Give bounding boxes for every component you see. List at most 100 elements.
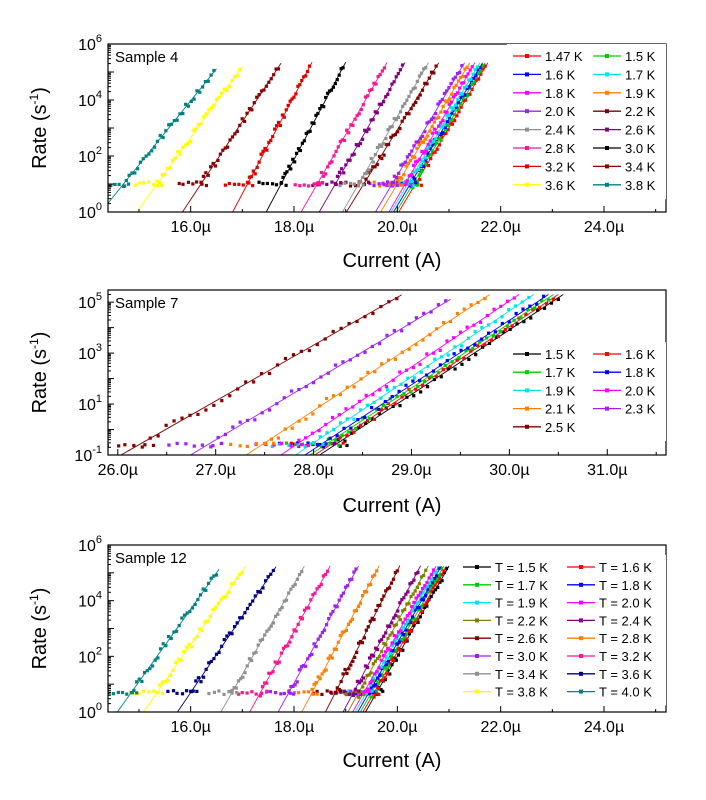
data-point: [428, 333, 432, 337]
legend-label: 2.8 K: [545, 141, 576, 156]
data-point: [430, 582, 435, 587]
data-point: [356, 604, 361, 609]
data-point: [386, 388, 390, 392]
data-point: [200, 629, 204, 633]
data-point: [460, 362, 464, 366]
data-point: [307, 348, 311, 353]
data-point: [404, 592, 408, 596]
data-point: [196, 412, 200, 416]
data-point: [409, 107, 413, 111]
data-point: [361, 137, 365, 141]
legend-label: 1.5 K: [625, 49, 656, 64]
data-point: [443, 125, 447, 129]
data-point: [406, 619, 410, 623]
data-point: [253, 594, 257, 598]
data-point: [140, 679, 144, 684]
data-point: [340, 433, 344, 438]
data-point: [414, 316, 418, 320]
data-point: [396, 653, 401, 657]
series-2-6-k: [311, 62, 406, 212]
data-point: [369, 671, 373, 675]
data-point: [388, 651, 392, 656]
data-point: [342, 138, 347, 142]
data-point: [378, 342, 382, 346]
data-point: [417, 143, 421, 147]
data-point: [263, 633, 267, 637]
data-point: [433, 150, 437, 154]
data-point: [354, 426, 358, 431]
data-point: [417, 600, 421, 604]
data-point: [409, 594, 413, 599]
data-point: [273, 614, 278, 618]
y-tick-label: 106: [78, 33, 102, 54]
data-point: [460, 81, 464, 85]
data-point: [298, 184, 302, 188]
data-point: [411, 163, 416, 168]
data-point: [387, 181, 391, 185]
data-point: [418, 93, 422, 97]
data-point: [201, 85, 205, 89]
data-point: [243, 671, 247, 675]
data-point: [454, 103, 458, 107]
data-point: [285, 170, 289, 174]
data-point: [276, 120, 281, 125]
data-point: [269, 138, 273, 143]
data-point: [279, 651, 284, 655]
data-point: [454, 83, 458, 87]
data-point: [166, 679, 170, 683]
data-point: [375, 111, 379, 115]
data-point: [304, 436, 308, 440]
data-point: [351, 693, 356, 697]
data-point: [364, 393, 368, 398]
data-point: [372, 695, 376, 699]
data-point: [389, 581, 394, 585]
data-point: [350, 431, 354, 435]
data-point: [328, 161, 332, 165]
data-point: [348, 620, 353, 624]
y-tick-label: 106: [78, 534, 102, 555]
legend-label: 1.8 K: [625, 365, 656, 380]
data-point: [359, 108, 363, 112]
data-point: [356, 417, 360, 422]
data-point: [342, 171, 346, 175]
series-2-8-k: [293, 62, 388, 212]
panel-title: Sample 4: [115, 49, 178, 66]
data-point: [329, 690, 333, 694]
data-point: [289, 441, 294, 445]
data-point: [448, 119, 452, 123]
data-point: [135, 691, 139, 695]
data-point: [370, 87, 374, 92]
data-point: [108, 691, 111, 695]
data-point: [403, 608, 407, 612]
data-point: [398, 638, 402, 643]
data-point: [206, 173, 210, 177]
data-point: [432, 577, 436, 581]
data-point: [342, 426, 346, 430]
data-point: [297, 668, 301, 672]
data-point: [397, 389, 401, 393]
data-point: [354, 609, 359, 613]
data-point: [293, 160, 297, 164]
data-point: [361, 416, 365, 420]
data-point: [317, 183, 321, 187]
data-point: [440, 579, 444, 583]
data-point: [426, 598, 431, 602]
x-tick-label: 30.0µ: [489, 462, 529, 479]
data-point: [174, 660, 178, 665]
data-point: [407, 112, 411, 116]
data-point: [388, 672, 392, 676]
data-point: [228, 138, 232, 142]
data-point: [329, 612, 333, 616]
legend-marker: [605, 182, 609, 187]
data-point: [363, 95, 368, 99]
data-point: [125, 692, 129, 696]
data-point: [297, 444, 301, 449]
data-point: [341, 360, 345, 364]
series-3-8-k: [108, 68, 217, 204]
data-point: [318, 435, 322, 439]
legend-marker: [579, 654, 583, 658]
data-point: [374, 689, 378, 693]
data-point: [313, 591, 317, 595]
data-point: [307, 64, 312, 68]
data-point: [459, 105, 463, 109]
